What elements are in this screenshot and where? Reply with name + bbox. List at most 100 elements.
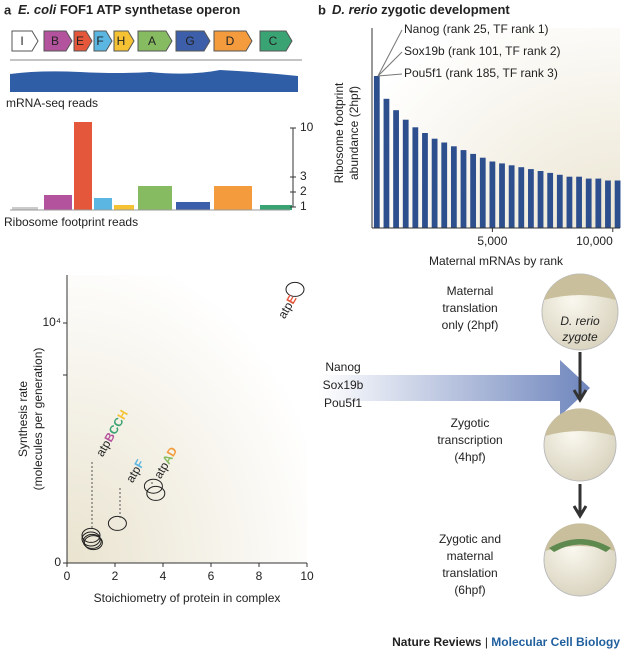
footprint-profile (12, 122, 292, 210)
annotation: Nanog (rank 25, TF rank 1) (404, 22, 549, 36)
y-tick-label: 0 (54, 555, 61, 569)
bar (499, 163, 505, 228)
stage-arrow (572, 352, 588, 403)
gene-label: E (76, 34, 84, 48)
zygote-stage (541, 273, 619, 351)
footprint-segment (44, 195, 72, 210)
footprint-axis-label: 10 (300, 120, 314, 134)
gene-label: F (96, 34, 103, 48)
point (81, 527, 101, 543)
bar (373, 76, 380, 228)
footprint-segment (114, 205, 134, 210)
stage-label: Maternal (447, 284, 494, 298)
point (143, 478, 163, 494)
x-axis-title: Maternal mRNAs by rank (429, 254, 564, 268)
point (285, 281, 305, 297)
bar (528, 169, 534, 228)
stage-label: (4hpf) (454, 450, 485, 464)
zygote-stage (543, 523, 617, 597)
panel-title: E. coli FOF1 ATP synthetase operon (18, 2, 240, 17)
bar (460, 150, 467, 228)
gene-arrow (137, 30, 173, 52)
bar (489, 161, 496, 228)
gene-arrow (213, 30, 253, 52)
bar (595, 178, 602, 228)
bar (585, 178, 592, 228)
annotation-leader (377, 73, 403, 77)
footprint-label: Ribosome footprint reads (4, 215, 138, 229)
mrna-area (10, 70, 298, 92)
point-label: atpBCCH (93, 408, 131, 459)
x-tick-label: 8 (256, 569, 263, 583)
stage-label: Zygotic (451, 416, 490, 430)
bar (402, 119, 409, 228)
x-tick-label: 0 (64, 569, 71, 583)
point (83, 535, 103, 551)
gene-arrow (93, 30, 113, 52)
stage-label: (6hpf) (454, 583, 485, 597)
x-axis-title: Stoichiometry of protein in complex (94, 591, 281, 605)
stage-label: Zygotic and (439, 532, 501, 546)
gene-arrow (73, 30, 93, 52)
annotation: Sox19b (rank 101, TF rank 2) (404, 44, 561, 58)
stage-label: only (2hpf) (442, 318, 499, 332)
footprint-axis-label: 2 (300, 184, 307, 198)
stage-arrow (572, 484, 588, 519)
input-gene: Pou5f1 (324, 396, 362, 410)
bar (518, 167, 525, 228)
annotation-leader (377, 29, 403, 77)
plot-background (67, 275, 307, 563)
gene-label: G (185, 34, 194, 48)
bar (566, 176, 573, 228)
x-tick-label: 2 (112, 569, 119, 583)
zygote-label: zygote (561, 330, 598, 344)
footprint-segment (94, 198, 112, 210)
title-text: zygotic development (381, 2, 510, 17)
gene-label: C (269, 34, 278, 48)
gene-arrow (175, 30, 211, 52)
chart-title: D. rerio zygotic development (332, 2, 510, 17)
stage-label: translation (442, 301, 497, 315)
stage-label: translation (442, 566, 497, 580)
bar (431, 138, 438, 228)
gene-arrow (113, 30, 135, 52)
y-axis-title: Synthesis rate (16, 381, 30, 457)
x-tick-label: 4 (160, 569, 167, 583)
footprint-segment (138, 186, 172, 210)
bar (422, 133, 428, 228)
bar (614, 180, 621, 228)
footprint-segment (176, 202, 210, 210)
zygote-label: D. rerio (560, 314, 600, 328)
input-gene: Nanog (325, 360, 360, 374)
gene-label: I (20, 34, 23, 48)
bar (605, 180, 611, 228)
bar (508, 165, 515, 228)
bar (441, 142, 448, 228)
zygote-stage (543, 408, 617, 482)
gene-arrow (11, 30, 39, 52)
gene-label: B (51, 34, 59, 48)
stage-label: transcription (437, 433, 502, 447)
y-axis-title: (molecules per generation) (31, 348, 45, 491)
x-tick-label: 5,000 (477, 234, 507, 248)
bar (412, 127, 419, 228)
point (107, 515, 127, 531)
bar (450, 146, 457, 228)
input-gene: Sox19b (323, 378, 364, 392)
x-tick-label: 10 (300, 569, 314, 583)
title-italic: D. rerio (332, 2, 378, 17)
bar (479, 157, 486, 228)
stage-label: maternal (447, 549, 494, 563)
footprint-segment (214, 186, 252, 210)
footprint-axis-label: 3 (300, 169, 307, 183)
footer: Nature Reviews | Molecular Cell Biology (392, 635, 620, 649)
point (82, 533, 102, 549)
mrna-label: mRNA-seq reads (6, 96, 98, 110)
y-tick-label: 10⁴ (42, 315, 61, 329)
panel-d-text: Nanog Sox19b Pou5f1 Maternal translation only… (323, 284, 503, 597)
bar (383, 98, 390, 228)
bar (537, 171, 544, 228)
annotation: Pou5f1 (rank 185, TF rank 3) (404, 66, 558, 80)
